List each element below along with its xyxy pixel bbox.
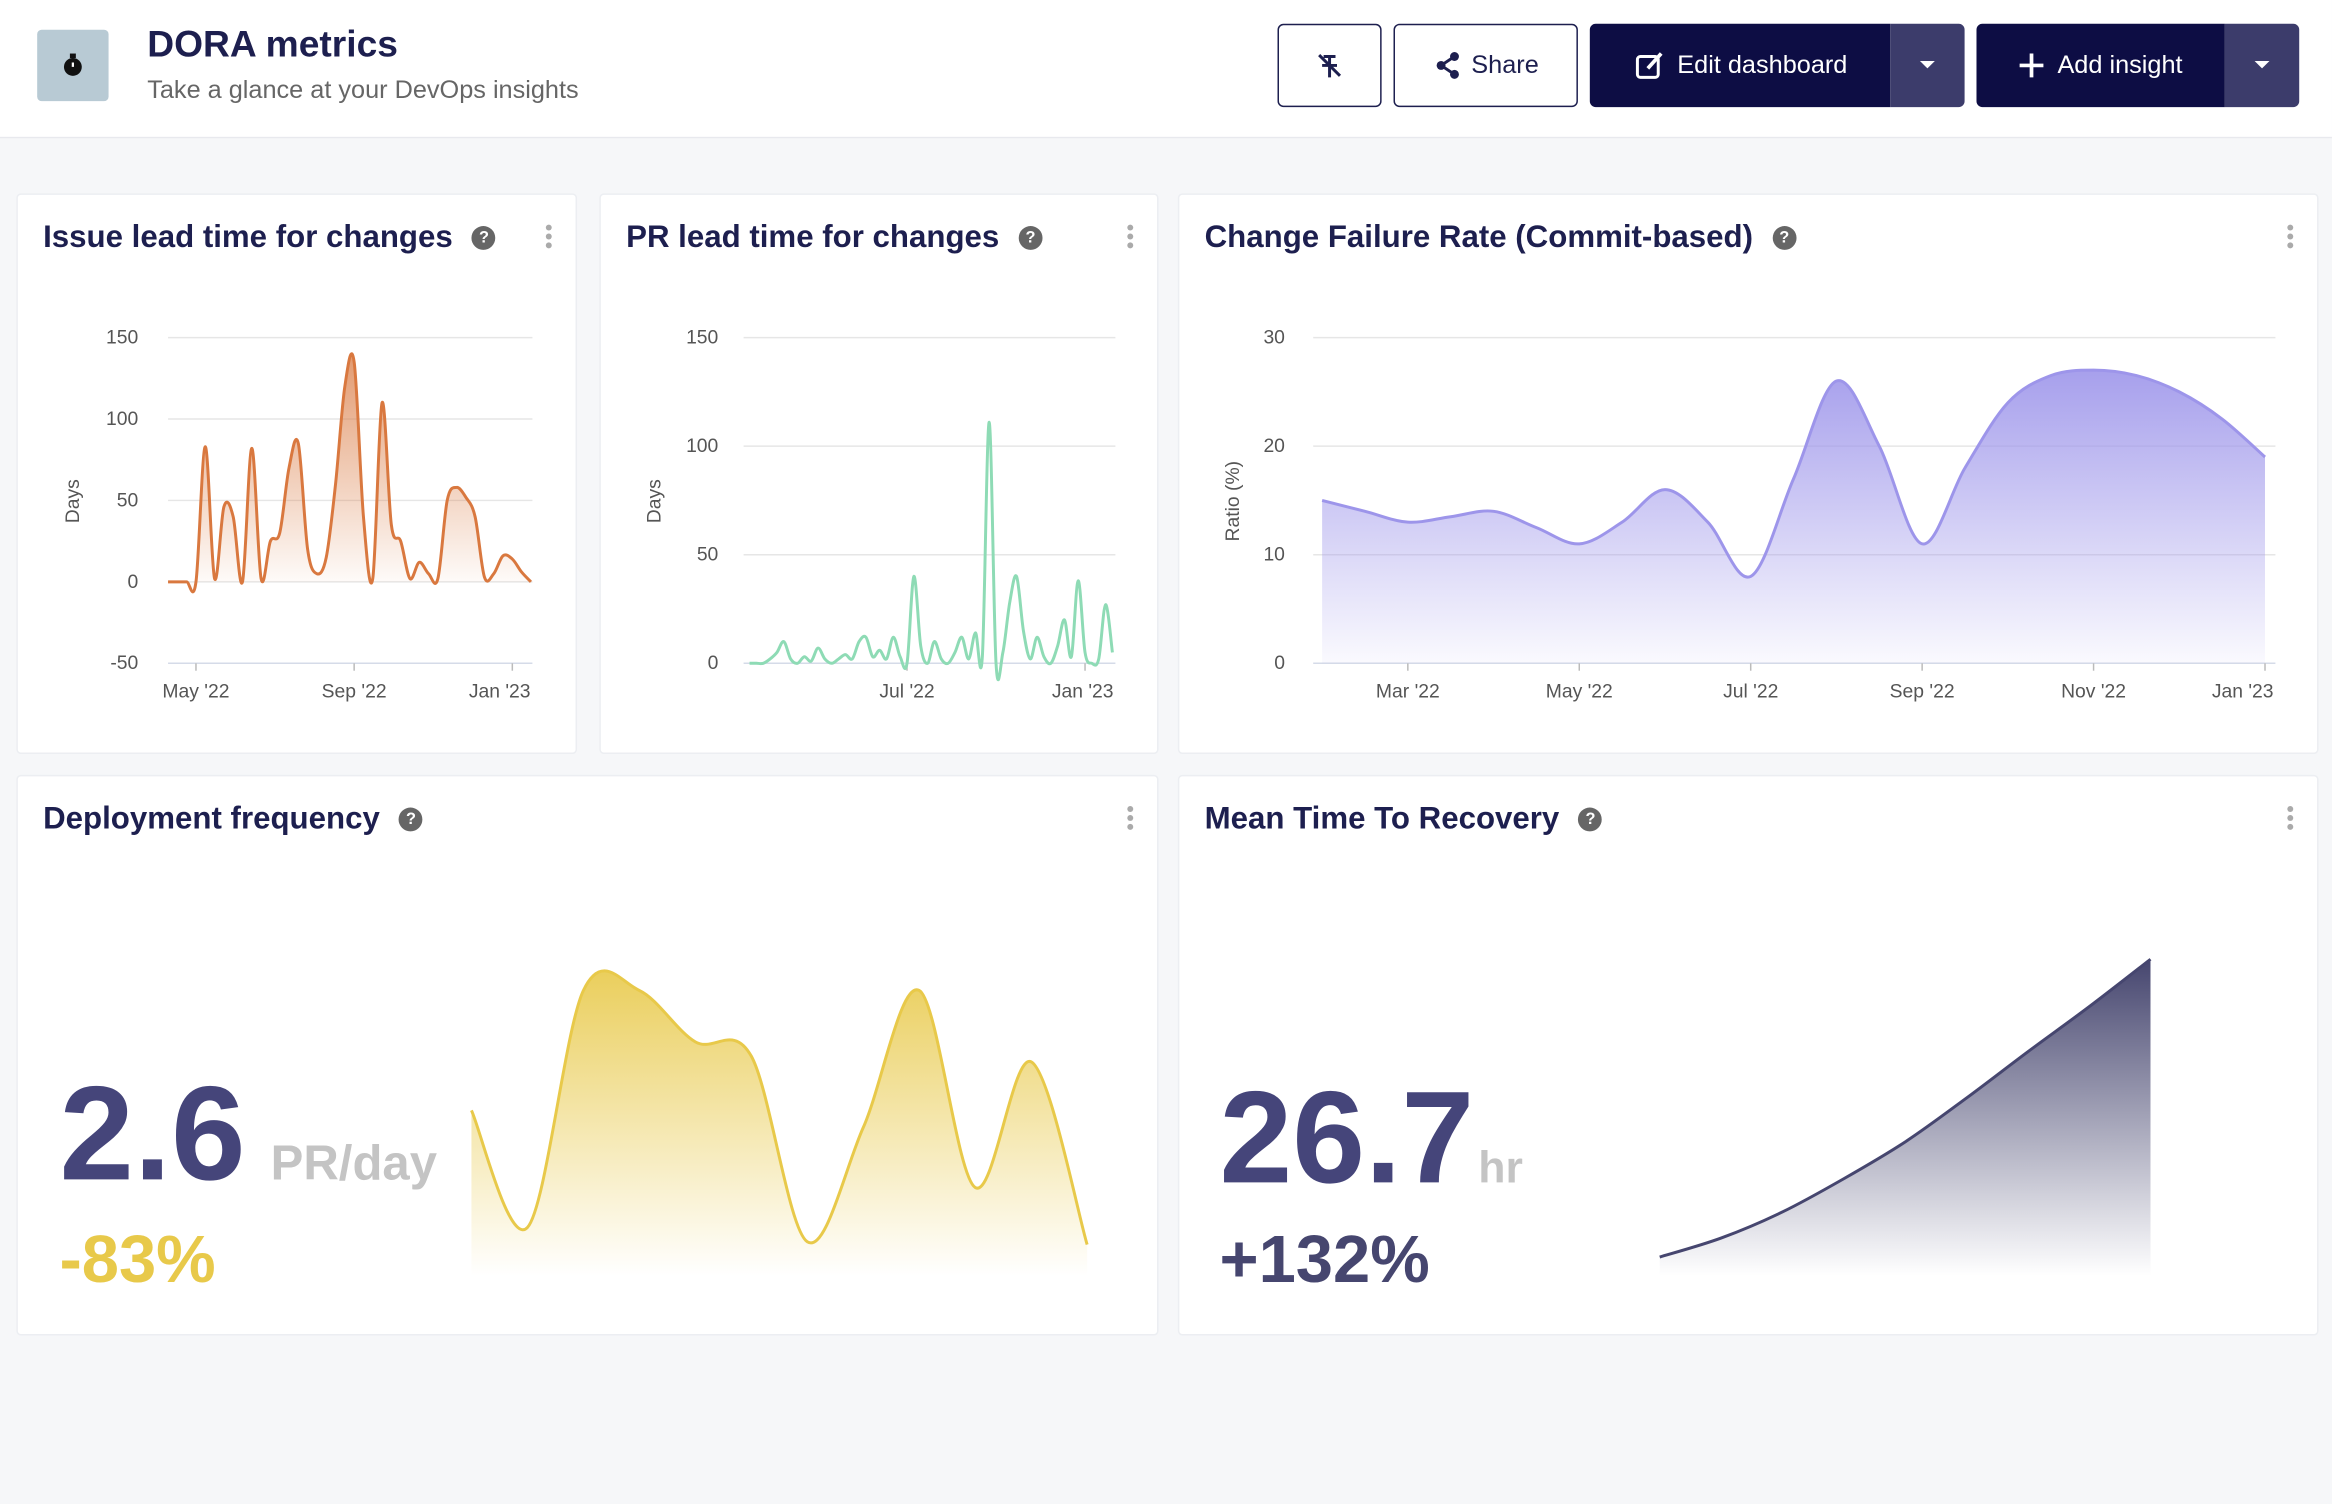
button-label: Edit dashboard [1677, 50, 1848, 79]
card-title: Change Failure Rate (Commit-based) [1204, 220, 1754, 255]
stopwatch-icon [63, 53, 82, 76]
header: DORA metrics Take a glance at your DevOp… [0, 0, 2332, 139]
card-menu[interactable] [2287, 806, 2296, 833]
insight-card: Mean Time To Recovery? [1177, 774, 2319, 1336]
insight-card: Deployment frequency? [16, 774, 1159, 1336]
card-title-row: Change Failure Rate (Commit-based)? [1205, 220, 1797, 256]
card-title: PR lead time for changes [626, 220, 1000, 255]
insight-card: Issue lead time for changes? [16, 193, 578, 755]
add-insight-button[interactable]: Add insight [1976, 23, 2225, 108]
card-title: Deployment frequency [43, 801, 380, 836]
card-title: Mean Time To Recovery [1204, 801, 1560, 836]
edit-dropdown[interactable] [1890, 23, 1965, 108]
caret [2254, 60, 2270, 69]
caret [1919, 60, 1935, 69]
button-label: Add insight [2057, 50, 2183, 79]
card-menu[interactable] [1127, 806, 1136, 833]
edit-dashboard-button[interactable]: Edit dashboard [1589, 23, 1891, 108]
share-icon [1437, 52, 1460, 79]
card-menu[interactable] [1127, 224, 1136, 252]
edit-icon [1635, 52, 1663, 79]
pin-icon [1318, 53, 1342, 78]
card-menu[interactable] [545, 224, 555, 252]
share-button[interactable]: Share [1393, 23, 1578, 108]
logo [37, 29, 109, 102]
help-icon[interactable]: ? [1578, 807, 1603, 832]
card-title-row: Deployment frequency? [43, 802, 423, 838]
unpin-button[interactable] [1277, 23, 1382, 108]
card-title-row: Issue lead time for changes? [43, 220, 496, 256]
page-subtitle: Take a glance at your DevOps insights [147, 75, 579, 105]
button-label: Share [1471, 50, 1539, 79]
card-title-row: PR lead time for changes? [626, 220, 1043, 256]
card-menu[interactable] [2287, 224, 2296, 252]
card-title: Issue lead time for changes [43, 220, 453, 255]
help-icon[interactable]: ? [399, 807, 423, 832]
help-icon[interactable]: ? [472, 226, 496, 250]
help-icon[interactable]: ? [1772, 226, 1797, 250]
card-title-row: Mean Time To Recovery? [1205, 802, 1603, 838]
page-title: DORA metrics [147, 23, 398, 66]
insight-card: Change Failure Rate (Commit-based)? [1177, 193, 2319, 755]
plus-icon [2020, 53, 2045, 78]
insight-card: PR lead time for changes? [599, 193, 1159, 755]
add-dropdown[interactable] [2224, 23, 2300, 108]
help-icon[interactable]: ? [1018, 226, 1043, 250]
